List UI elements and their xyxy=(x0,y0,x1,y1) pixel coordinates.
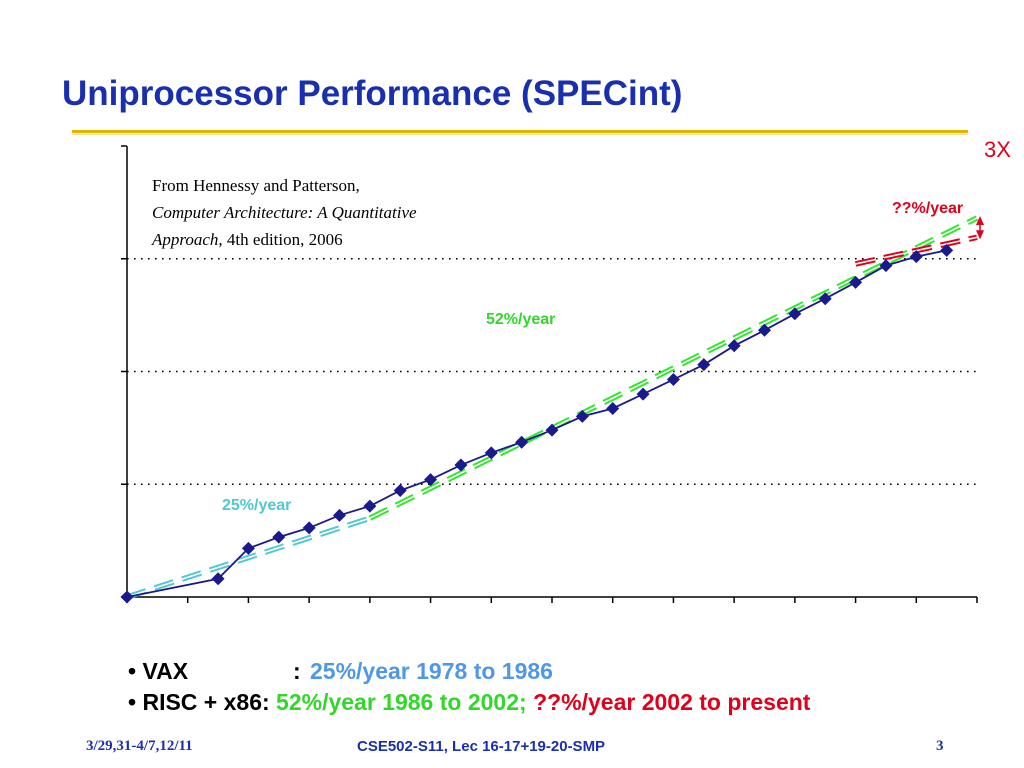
bullet-vax-label: VAX xyxy=(142,658,189,684)
data-point xyxy=(515,435,529,449)
marker-layer xyxy=(120,243,954,604)
data-point xyxy=(484,446,498,460)
data-point xyxy=(818,292,832,306)
footer-course: CSE502-S11, Lec 16-17+19-20-SMP xyxy=(357,738,606,755)
bullet-risc-label: RISC + x86: xyxy=(142,689,270,715)
data-point xyxy=(120,590,134,604)
rate-label-52: 52%/year xyxy=(486,311,556,328)
bullet-vax-rate: 25%/year 1978 to 1986 xyxy=(310,658,553,684)
rate-label-25: 25%/year xyxy=(222,497,292,514)
citation-line-1: From Hennessy and Patterson, xyxy=(152,176,360,195)
data-point xyxy=(333,508,346,522)
data-point xyxy=(272,530,286,544)
data-point xyxy=(575,409,589,423)
footer-date: 3/29,31-4/7,12/11 xyxy=(86,738,193,754)
data-point xyxy=(940,243,954,257)
data-point xyxy=(606,401,620,415)
trend-line-25-core xyxy=(126,517,371,598)
data-point xyxy=(424,473,438,487)
gap-arrow-head-top xyxy=(976,215,984,225)
data-point xyxy=(727,339,741,353)
data-point xyxy=(363,499,377,513)
bullet-marker: • xyxy=(128,658,137,684)
citation-line-2: Computer Architecture: A Quantitative xyxy=(152,203,417,222)
data-point xyxy=(393,484,407,498)
trend-layer xyxy=(126,215,979,600)
data-point xyxy=(909,250,923,264)
bullet-risc-rate-a: 52%/year 1986 to 2002; xyxy=(276,689,527,715)
data-point xyxy=(545,423,559,437)
data-point xyxy=(879,259,893,273)
data-point xyxy=(788,307,802,321)
data-point xyxy=(302,521,316,535)
gap-label-3x: 3X xyxy=(984,137,1011,162)
data-point xyxy=(241,541,255,555)
data-point xyxy=(454,458,468,472)
rate-label-unknown: ??%/year xyxy=(892,200,964,217)
data-point xyxy=(849,275,863,289)
bullet-risc: • RISC + x86: 52%/year 1986 to 2002; ??%… xyxy=(128,687,810,718)
slide-title: Uniprocessor Performance (SPECint) xyxy=(62,74,683,113)
grid-layer xyxy=(127,257,977,486)
data-point xyxy=(211,572,225,586)
data-point xyxy=(697,358,711,372)
footer-page-number: 3 xyxy=(936,738,944,754)
series-layer xyxy=(126,249,947,598)
bullet-risc-rate-b: ??%/year 2002 to present xyxy=(533,689,811,715)
title-rule xyxy=(72,130,968,135)
citation-line-3-italic: Approach xyxy=(152,230,219,249)
data-point xyxy=(636,387,650,401)
bullet-list: • VAX : 25%/year 1978 to 1986 • RISC + x… xyxy=(128,656,810,718)
series-line xyxy=(126,249,947,598)
gap-layer xyxy=(976,215,984,240)
citation-line-3: Approach, 4th edition, 2006 xyxy=(152,226,417,253)
bullet-vax-colon: : xyxy=(293,658,301,684)
data-point xyxy=(666,372,680,386)
trend-line-52-core xyxy=(369,217,978,519)
bullet-marker: • xyxy=(128,689,137,715)
citation: From Hennessy and Patterson, Computer Ar… xyxy=(152,172,417,253)
data-point xyxy=(758,323,771,337)
gap-arrow-head-bottom xyxy=(976,230,984,240)
citation-line-3-rest: , 4th edition, 2006 xyxy=(218,230,343,249)
bullet-vax: • VAX : 25%/year 1978 to 1986 xyxy=(128,656,810,687)
